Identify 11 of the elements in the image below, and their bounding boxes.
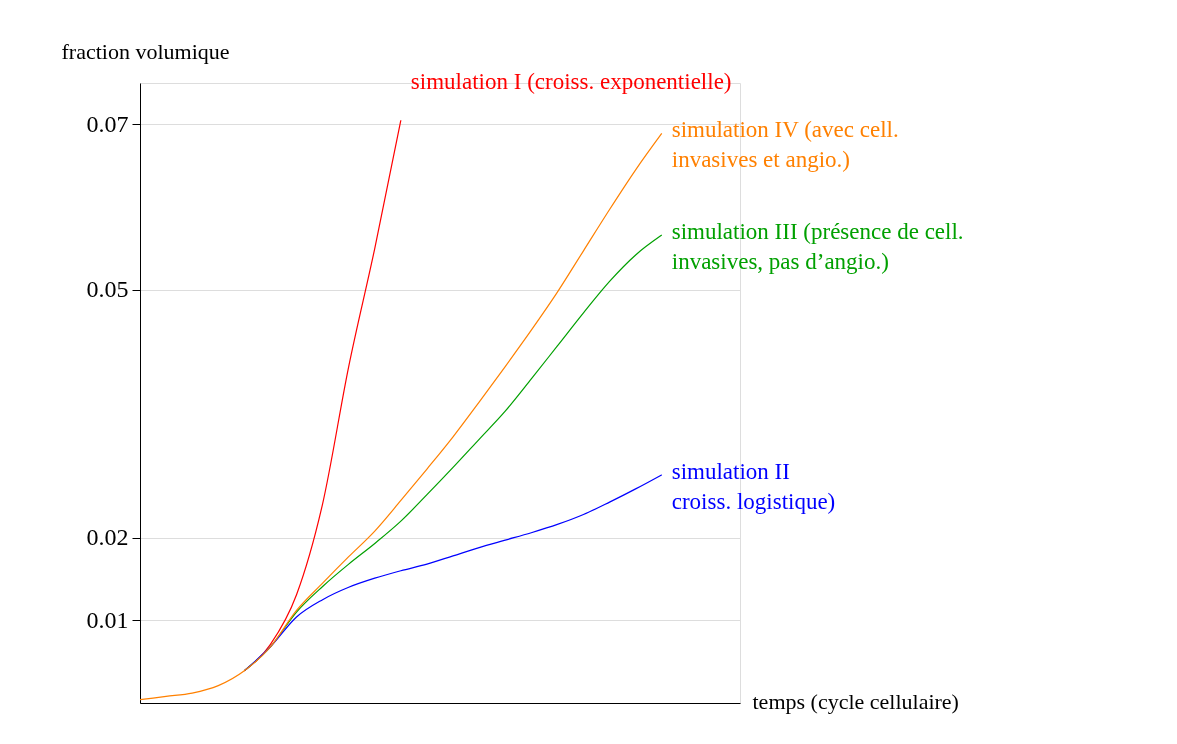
- series-label: simulation I (croiss. exponentielle): [410, 69, 732, 95]
- y-tick-label: 0.02: [86, 524, 129, 551]
- series-label: simulation IV (avec cell. invasives et angio.): [671, 117, 899, 173]
- series-label: simulation III (présence de cell. invasives, pas d’angio.): [671, 219, 964, 275]
- series-label: simulation II croiss. logistique): [671, 458, 836, 514]
- y-axis-title: fraction volumique: [61, 38, 230, 64]
- y-tick-label: 0.05: [86, 276, 129, 303]
- y-tick-label: 0.07: [86, 110, 129, 137]
- line-series: [139, 132, 663, 701]
- x-axis-title: temps (cycle cellulaire): [752, 688, 959, 714]
- y-tick-label: 0.01: [86, 606, 129, 633]
